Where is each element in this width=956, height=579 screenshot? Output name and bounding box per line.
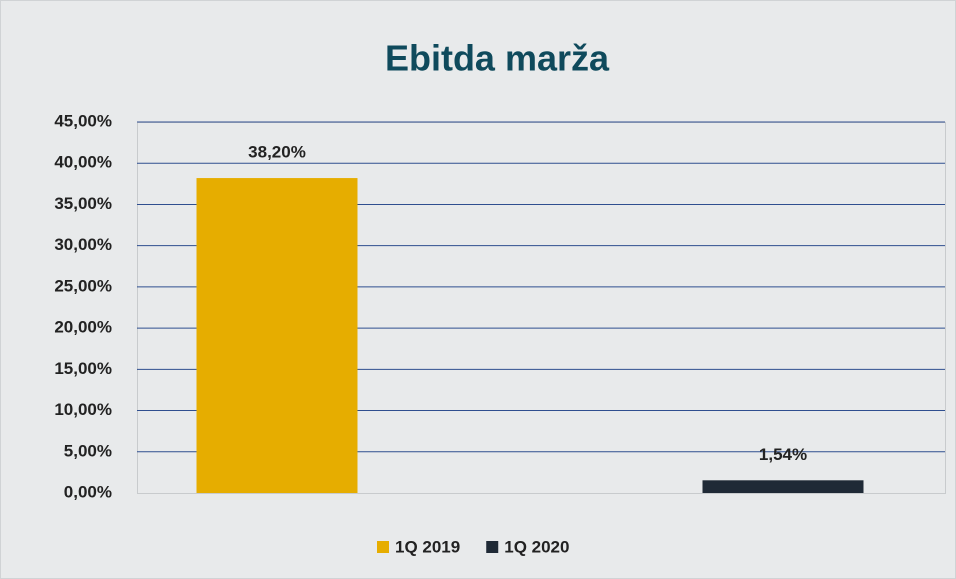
- y-tick-label: 5,00%: [64, 441, 112, 460]
- data-label: 38,20%: [248, 143, 306, 162]
- legend-label: 1Q 2020: [504, 537, 569, 556]
- y-tick-label: 0,00%: [64, 482, 112, 501]
- legend-swatch: [486, 541, 499, 553]
- legend-swatch: [377, 541, 389, 553]
- bar: [196, 178, 358, 493]
- y-tick-label: 35,00%: [54, 194, 112, 213]
- legend-label: 1Q 2019: [395, 537, 460, 556]
- y-tick-label: 25,00%: [54, 276, 112, 295]
- chart-title: Ebitda marža: [385, 38, 610, 79]
- y-tick-label: 20,00%: [54, 318, 112, 337]
- y-tick-label: 45,00%: [54, 111, 112, 130]
- data-label: 1,54%: [759, 445, 807, 464]
- y-tick-label: 10,00%: [54, 400, 112, 419]
- bar: [702, 480, 864, 493]
- y-tick-label: 30,00%: [54, 235, 112, 254]
- y-tick-label: 15,00%: [54, 359, 112, 378]
- y-tick-label: 40,00%: [54, 153, 112, 172]
